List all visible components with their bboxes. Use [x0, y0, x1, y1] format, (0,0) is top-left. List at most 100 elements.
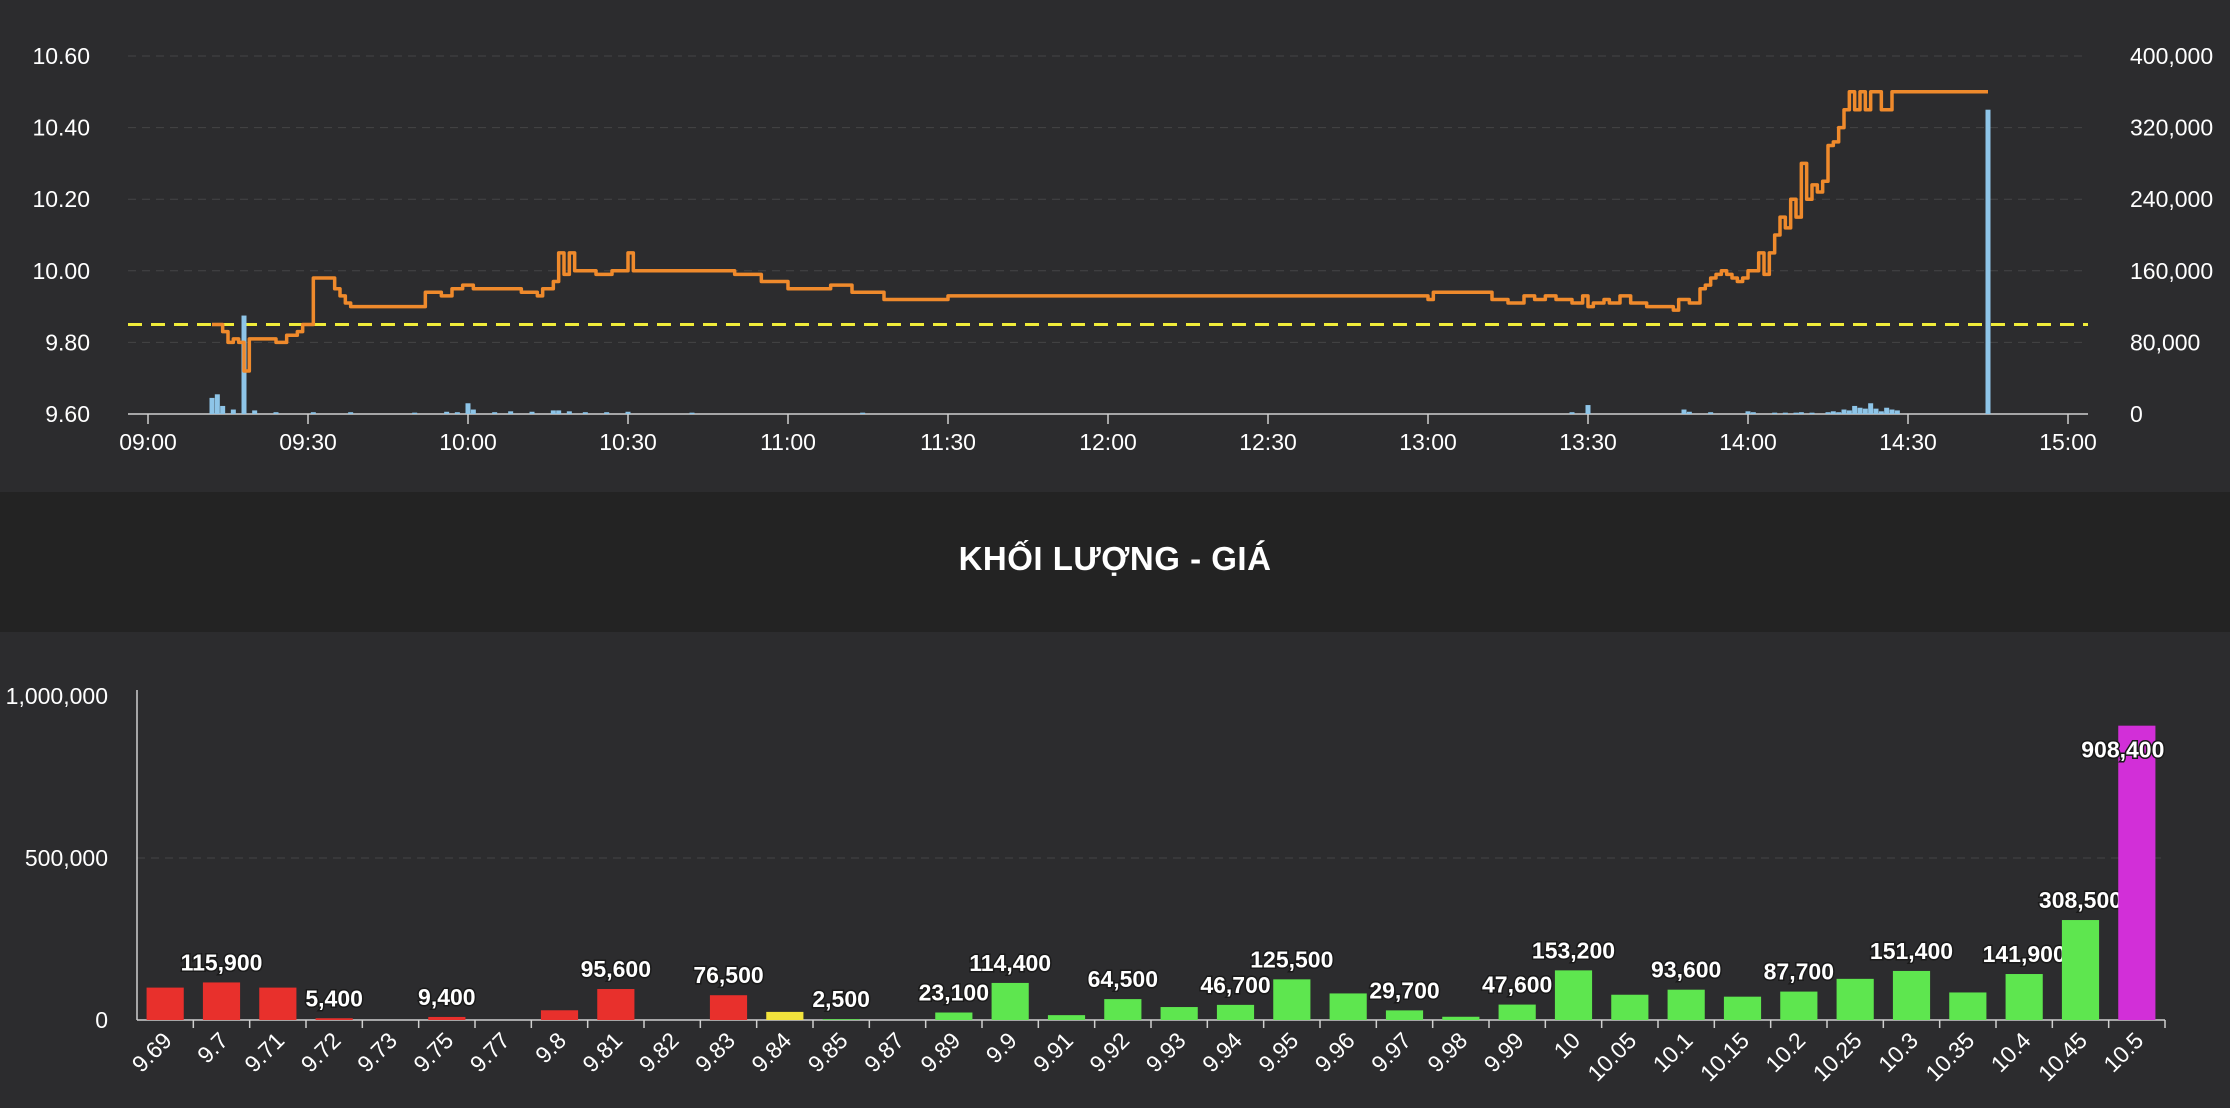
x-tick-label: 14:30 — [1879, 429, 1937, 455]
volume-price-bar — [822, 1019, 860, 1020]
category-tick-label: 9.8 — [530, 1027, 571, 1068]
x-tick-label: 13:00 — [1399, 429, 1457, 455]
category-tick-label: 9.95 — [1253, 1027, 1303, 1077]
category-tick-label: 10.1 — [1648, 1027, 1698, 1077]
x-tick-label: 09:30 — [279, 429, 337, 455]
volume-bar — [1884, 407, 1890, 414]
volume-bar — [1681, 409, 1687, 414]
category-tick-label: 10 — [1549, 1027, 1585, 1063]
volume-price-bar — [315, 1018, 353, 1020]
volume-bar — [689, 412, 695, 414]
x-tick-label: 15:00 — [2039, 429, 2097, 455]
section-title: KHỐI LƯỢNG - GIÁ — [958, 540, 1272, 577]
category-tick-label: 9.84 — [746, 1027, 796, 1077]
volume-price-bar — [1554, 970, 1593, 1020]
bar-value-label: 141,900 — [1983, 941, 2066, 967]
volume-bar — [1793, 412, 1799, 414]
bar-value-label: 95,600 — [581, 956, 651, 982]
x-tick-label: 10:30 — [599, 429, 657, 455]
volume-bar — [220, 405, 226, 414]
category-tick-label: 10.5 — [2098, 1027, 2148, 1077]
intraday-chart-panel: 10.60 400,000 10.40 320,000 10.20 240,000 10.0… — [0, 0, 2230, 492]
bar-value-label: 115,900 — [181, 949, 263, 975]
volume-bar — [1708, 412, 1714, 414]
volume-price-bar — [1892, 970, 1931, 1020]
volume-bar — [273, 412, 279, 414]
volume-bar — [860, 412, 866, 414]
volume-price-bar — [1216, 1004, 1255, 1020]
volume-by-price-chart: 1,000,000 500,000 0 9.69 9.7 115,900 9.71 9.72 5… — [6, 683, 2166, 1086]
x-tick-label: 13:30 — [1559, 429, 1617, 455]
volume-bar — [1846, 410, 1852, 414]
category-tick-label: 9.83 — [690, 1027, 740, 1077]
volume-bar — [412, 412, 418, 414]
volume-bar — [1868, 403, 1874, 414]
volume-price-bar — [1949, 992, 1987, 1020]
volume-price-bar — [1611, 994, 1649, 1020]
category-tick-label: 9.92 — [1084, 1027, 1134, 1077]
y-right-tick-label: 160,000 — [2130, 258, 2213, 284]
volume-bar — [1772, 412, 1778, 414]
x-tick-label: 14:00 — [1719, 429, 1777, 455]
category-tick-label: 9.99 — [1479, 1027, 1529, 1077]
category-tick-label: 9.98 — [1422, 1027, 1472, 1077]
volume-bar — [470, 409, 476, 414]
volume-bar — [1585, 405, 1591, 414]
category-tick-label: 9.82 — [634, 1027, 684, 1077]
volume-price-bar — [1667, 989, 1705, 1020]
category-tick-label: 9.7 — [192, 1027, 233, 1068]
bar-value-label: 23,100 — [919, 980, 989, 1006]
bar-value-label: 64,500 — [1088, 966, 1158, 992]
category-tick-label: 9.81 — [577, 1027, 627, 1077]
volume-bar — [1798, 412, 1804, 414]
category-tick-label: 9.94 — [1197, 1027, 1247, 1077]
volume-bar — [604, 412, 610, 414]
volume-bar — [230, 409, 236, 414]
volume-price-bar — [540, 1010, 579, 1020]
category-tick-label: 9.77 — [465, 1027, 515, 1077]
volume-bar — [1985, 109, 1991, 414]
volume-bar — [1873, 408, 1879, 414]
volume-price-bar — [766, 1011, 804, 1020]
volume-bar — [1857, 407, 1863, 414]
category-tick-label: 9.75 — [408, 1027, 458, 1077]
volume-bar — [492, 412, 498, 414]
category-tick-label: 10.15 — [1695, 1027, 1754, 1086]
category-tick-label: 10.35 — [1920, 1027, 1979, 1086]
volume-price-bar — [1780, 991, 1818, 1020]
section-header: KHỐI LƯỢNG - GIÁ — [0, 492, 2230, 632]
volume-price-bar — [1104, 999, 1142, 1020]
category-tick-label: 9.85 — [803, 1027, 853, 1077]
category-tick-label: 10.3 — [1873, 1027, 1923, 1077]
category-tick-label: 9.9 — [981, 1027, 1022, 1068]
category-tick-label: 9.87 — [859, 1027, 909, 1077]
category-tick-label: 9.71 — [239, 1027, 289, 1077]
volume-price-bar — [1723, 996, 1762, 1020]
volume-price-bar — [709, 995, 748, 1020]
x-tick-label: 12:00 — [1079, 429, 1137, 455]
bar-value-label: 308,500 — [2039, 887, 2122, 913]
volume-price-bar — [2061, 920, 2100, 1020]
volume-bar — [1825, 412, 1831, 414]
volume-bar — [566, 411, 572, 414]
x-tick-label: 11:30 — [920, 429, 976, 455]
volume-bar — [1809, 412, 1815, 414]
volume-by-price-panel: 1,000,000 500,000 0 9.69 9.7 115,900 9.71 9.72 5… — [0, 632, 2230, 1108]
y-left-tick-label: 10.20 — [32, 186, 90, 212]
volume-bar — [625, 411, 631, 414]
volume-bar — [1878, 411, 1884, 414]
volume-price-bar — [1273, 979, 1311, 1020]
category-tick-label: 10.45 — [2033, 1027, 2092, 1086]
volume-price-bar — [1160, 1007, 1198, 1020]
y-left-tick-label: 9.60 — [45, 401, 90, 427]
volume-bar — [214, 394, 220, 414]
bar-value-label: 2,500 — [812, 986, 870, 1012]
category-tick-label: 9.96 — [1310, 1027, 1360, 1077]
category-tick-label: 10.05 — [1582, 1027, 1641, 1086]
volume-price-bar — [428, 1016, 466, 1020]
bar-value-label: 76,500 — [693, 962, 763, 988]
y-left-tick-label: 9.80 — [45, 329, 90, 355]
volume-price-bar — [1329, 993, 1367, 1020]
intraday-price-volume-chart: 10.60 400,000 10.40 320,000 10.20 240,000 10.0… — [32, 43, 2213, 455]
volume-price-bar — [935, 1012, 973, 1020]
